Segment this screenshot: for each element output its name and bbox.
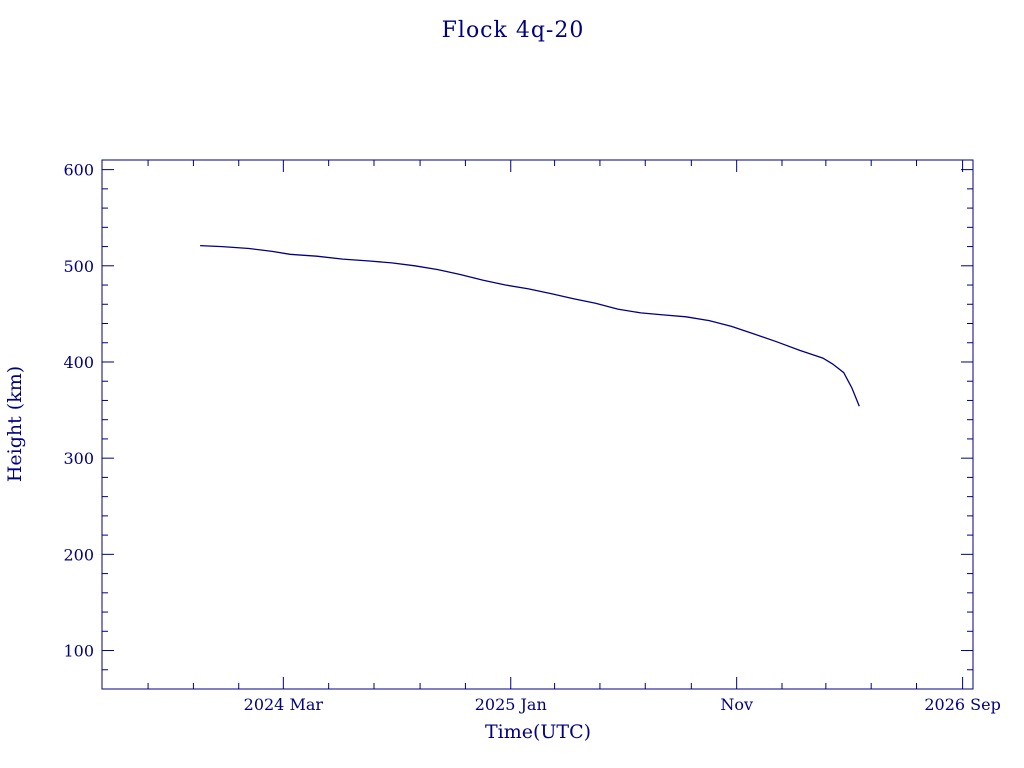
x-tick-label: 2025 Jan bbox=[475, 695, 547, 714]
x-axis-label: Time(UTC) bbox=[485, 721, 591, 743]
x-tick-label: 2024 Mar bbox=[244, 695, 324, 714]
y-tick-label: 400 bbox=[63, 353, 94, 372]
y-tick-label: 300 bbox=[63, 449, 94, 468]
height-series-line bbox=[200, 244, 860, 407]
chart-title: Flock 4q-20 bbox=[442, 18, 585, 43]
x-tick-label: 2026 Sep bbox=[924, 695, 1000, 714]
y-tick-label: 600 bbox=[63, 161, 94, 180]
plot-frame bbox=[101, 159, 974, 690]
y-tick-label: 100 bbox=[63, 642, 94, 661]
y-axis-label: Height (km) bbox=[4, 366, 26, 482]
y-tick-label: 500 bbox=[63, 257, 94, 276]
axis-ticks bbox=[101, 160, 973, 690]
tick-labels: 100 200 300 400 500 600 2024 Mar 2025 Jan Nov 202… bbox=[63, 161, 1000, 714]
y-tick-label: 200 bbox=[63, 545, 94, 564]
x-tick-label: Nov bbox=[720, 695, 753, 714]
